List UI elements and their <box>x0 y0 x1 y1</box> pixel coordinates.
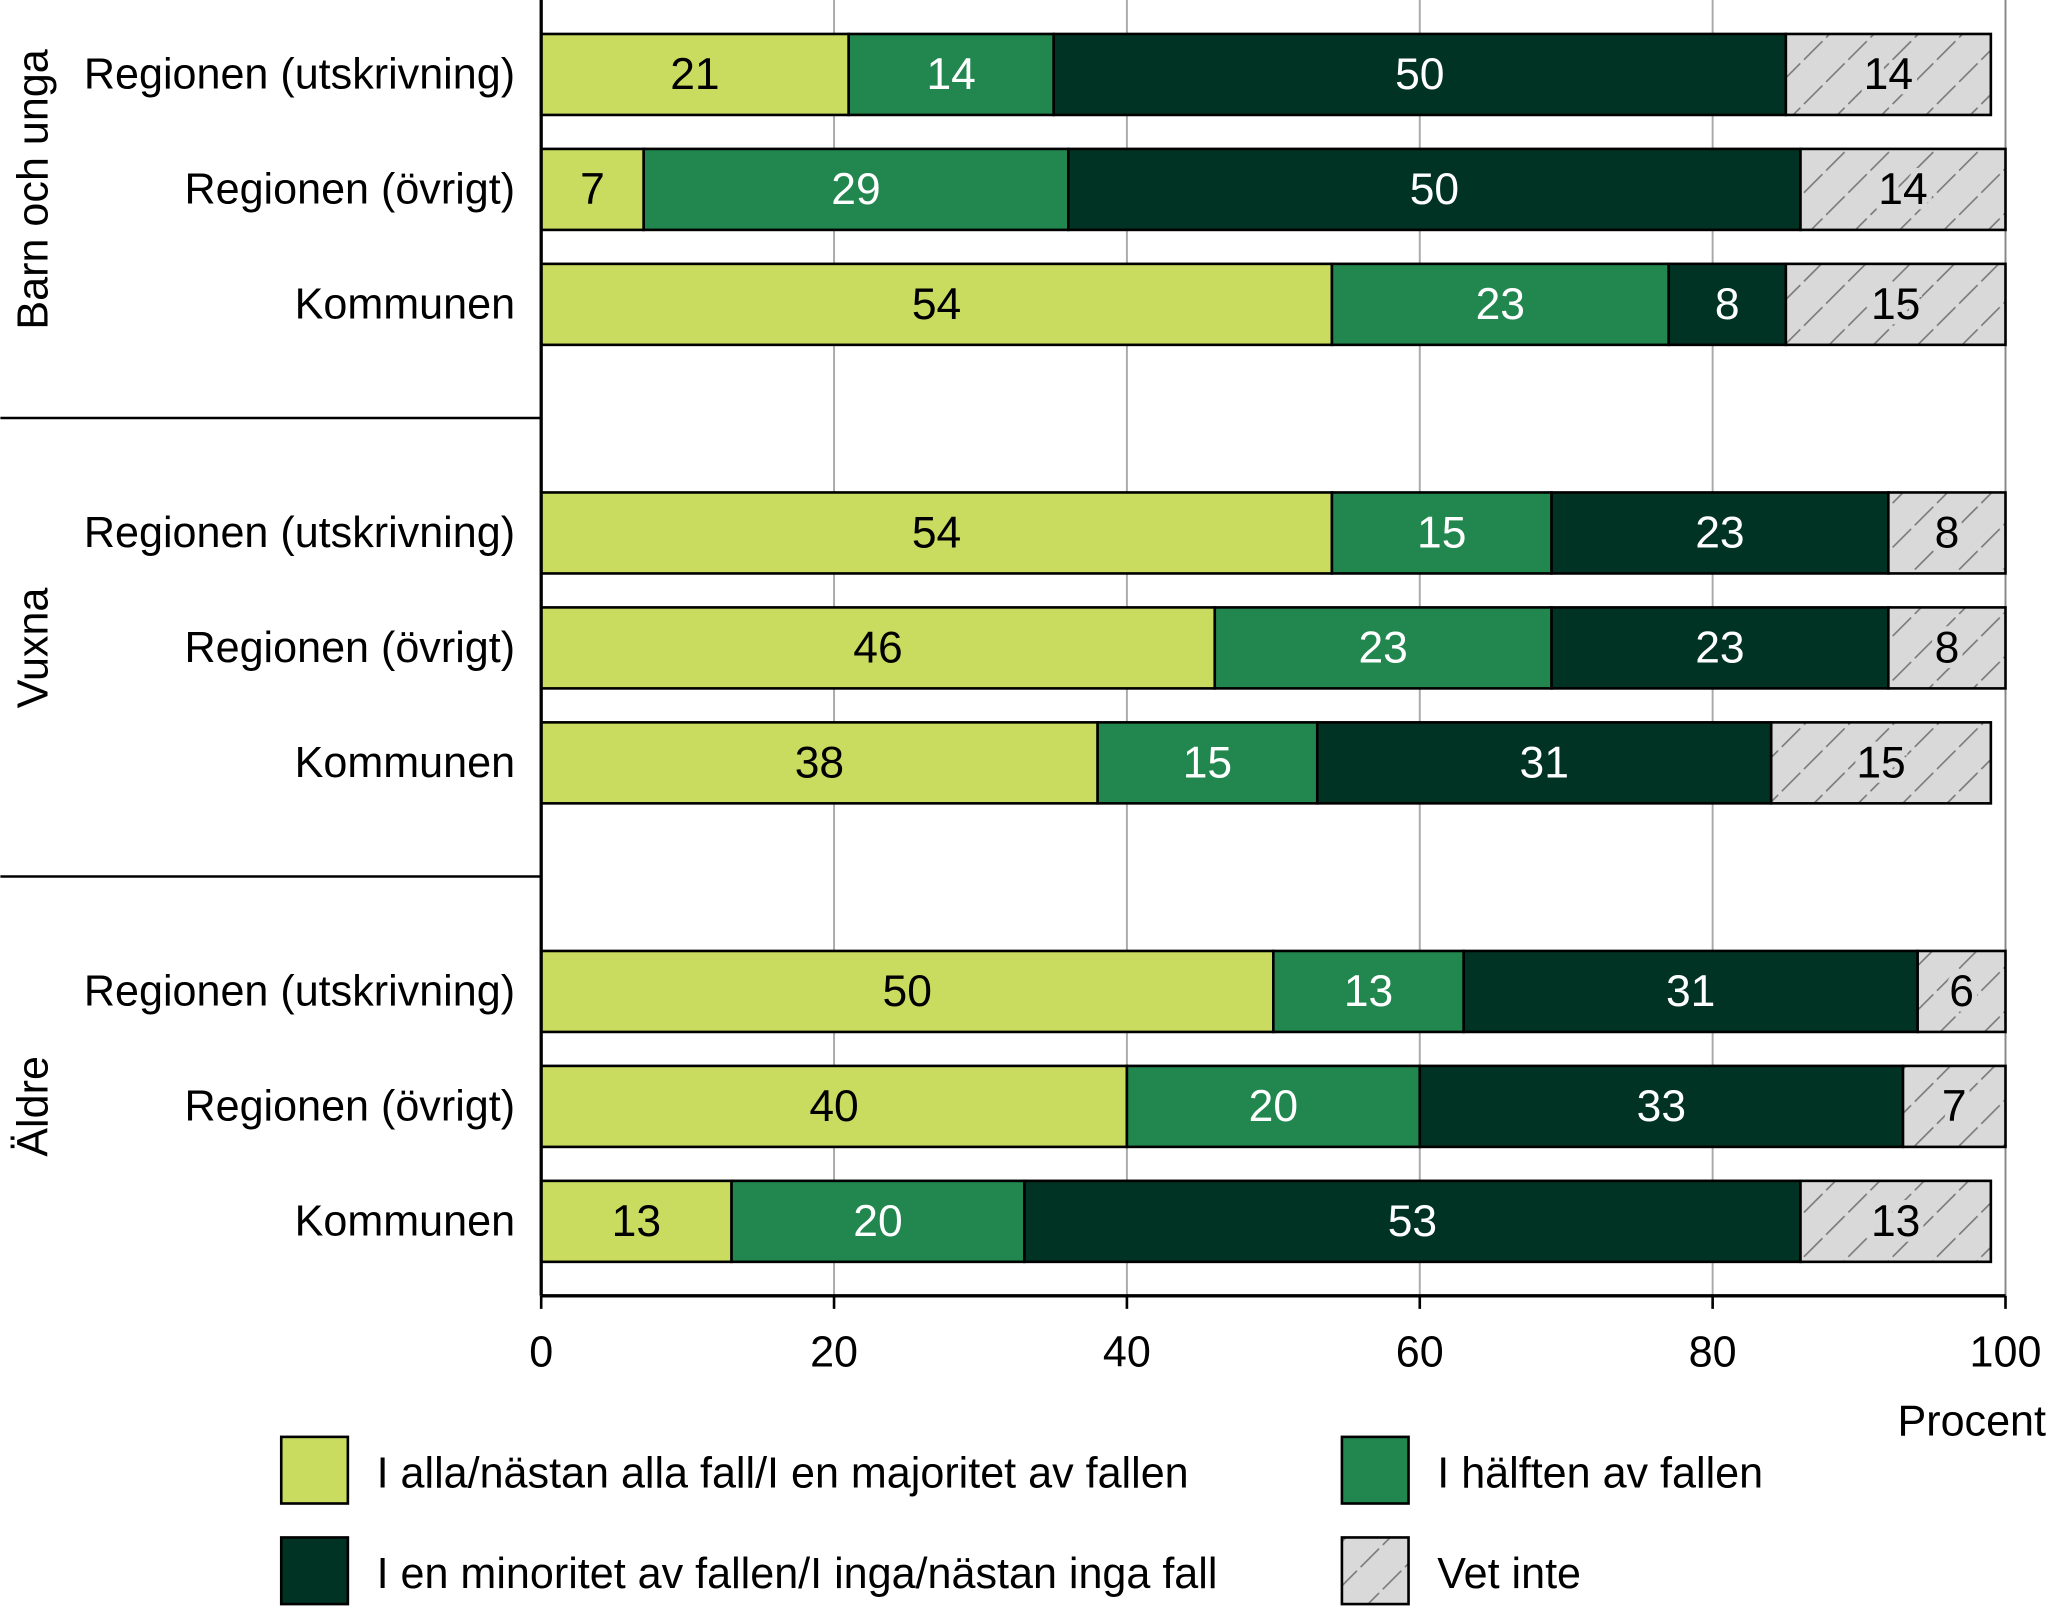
data-label: 54 <box>912 508 961 557</box>
row-label: Kommunen <box>295 739 515 787</box>
bar-segment <box>1052 32 1788 117</box>
data-label: 8 <box>1715 280 1740 329</box>
row-label: Kommunen <box>295 1197 515 1245</box>
bar-segment <box>1550 491 1890 575</box>
x-tick-label: 60 <box>1396 1328 1444 1376</box>
bar-segment <box>1887 491 2007 575</box>
data-label: 38 <box>795 738 844 787</box>
group-label: Vuxna <box>9 588 57 709</box>
row-label: Regionen (utskrivning) <box>84 509 515 557</box>
group-label: Barn och unga <box>9 49 57 329</box>
data-label: 50 <box>883 967 932 1016</box>
legend-swatch <box>1340 1435 1410 1505</box>
data-label: 8 <box>1935 508 1960 557</box>
data-label: 29 <box>831 165 880 214</box>
data-label: 31 <box>1666 967 1715 1016</box>
bar-segment <box>1799 1179 1993 1264</box>
data-label: 23 <box>1695 508 1744 557</box>
bar-segment <box>539 606 1217 690</box>
data-label: 15 <box>1871 280 1920 329</box>
data-label: 20 <box>853 1197 902 1246</box>
x-tick-label: 0 <box>529 1328 553 1376</box>
bar-segment <box>1272 949 1466 1034</box>
bar-segment <box>539 1064 1129 1149</box>
row-label: Regionen (övrigt) <box>185 624 516 672</box>
bar-segment <box>1213 606 1553 690</box>
data-label: 23 <box>1476 280 1525 329</box>
data-label: 21 <box>670 50 719 99</box>
data-label: 20 <box>1249 1082 1298 1131</box>
data-label: 14 <box>926 50 975 99</box>
bar-segment <box>1667 262 1788 347</box>
x-tick-label: 20 <box>810 1328 858 1376</box>
row-label: Regionen (utskrivning) <box>84 967 515 1015</box>
x-tick-label: 40 <box>1103 1328 1151 1376</box>
data-label: 8 <box>1935 623 1960 672</box>
bar-segment <box>539 147 645 232</box>
bar-segment <box>1769 721 1993 805</box>
data-label: 7 <box>580 165 605 214</box>
bar-segment <box>1784 262 2007 347</box>
data-label: 13 <box>1344 967 1393 1016</box>
bar-segment <box>1784 32 1993 117</box>
bar-segment <box>539 32 850 117</box>
data-label: 50 <box>1410 165 1459 214</box>
data-label: 50 <box>1395 50 1444 99</box>
x-tick-label: 100 <box>1970 1328 2042 1376</box>
data-label: 31 <box>1520 738 1569 787</box>
row-label: Regionen (utskrivning) <box>84 50 515 98</box>
bar-segment <box>1799 147 2007 232</box>
legend-label: Vet inte <box>1437 1550 1581 1598</box>
bar-segment <box>1067 147 1802 232</box>
data-label: 6 <box>1949 967 1974 1016</box>
data-label: 13 <box>1871 1197 1920 1246</box>
group-label: Äldre <box>9 1056 57 1157</box>
data-label: 15 <box>1856 738 1905 787</box>
data-label: 15 <box>1417 508 1466 557</box>
bar-segment <box>1125 1064 1422 1149</box>
data-label: 23 <box>1695 623 1744 672</box>
bar-segment <box>539 262 1334 347</box>
data-label: 54 <box>912 280 961 329</box>
row-label: Kommunen <box>295 280 515 328</box>
bar-segment <box>1550 606 1890 690</box>
legend-swatch <box>279 1435 350 1505</box>
bar-segment <box>1023 1179 1802 1264</box>
bar-segment <box>1315 721 1773 805</box>
row-label: Regionen (övrigt) <box>185 1082 516 1130</box>
data-label: 14 <box>1878 165 1927 214</box>
data-label: 33 <box>1637 1082 1686 1131</box>
x-tick-label: 80 <box>1689 1328 1737 1376</box>
data-label: 7 <box>1942 1082 1967 1131</box>
data-label: 40 <box>809 1082 858 1131</box>
legend-swatch <box>279 1536 350 1606</box>
bar-segment <box>1901 1064 2007 1149</box>
data-label: 13 <box>612 1197 661 1246</box>
data-label: 23 <box>1358 623 1407 672</box>
legend-label: I hälften av fallen <box>1437 1449 1763 1497</box>
bar-segment <box>1462 949 1919 1034</box>
data-label: 14 <box>1864 50 1913 99</box>
data-label: 53 <box>1388 1197 1437 1246</box>
bar-segment <box>730 1179 1026 1264</box>
data-label: 15 <box>1183 738 1232 787</box>
bar-segment <box>1887 606 2007 690</box>
legend-label: I alla/nästan alla fall/I en majoritet a… <box>377 1449 1189 1497</box>
legend-swatch <box>1340 1536 1410 1606</box>
bar-segment <box>1916 949 2007 1034</box>
legend-label: I en minoritet av fallen/I inga/nästan i… <box>377 1550 1218 1598</box>
x-axis-label: Procent <box>1897 1398 2046 1446</box>
data-label: 46 <box>853 623 902 672</box>
bar-segment <box>847 32 1056 117</box>
row-label: Regionen (övrigt) <box>185 165 516 213</box>
bar-segment <box>1096 721 1319 805</box>
